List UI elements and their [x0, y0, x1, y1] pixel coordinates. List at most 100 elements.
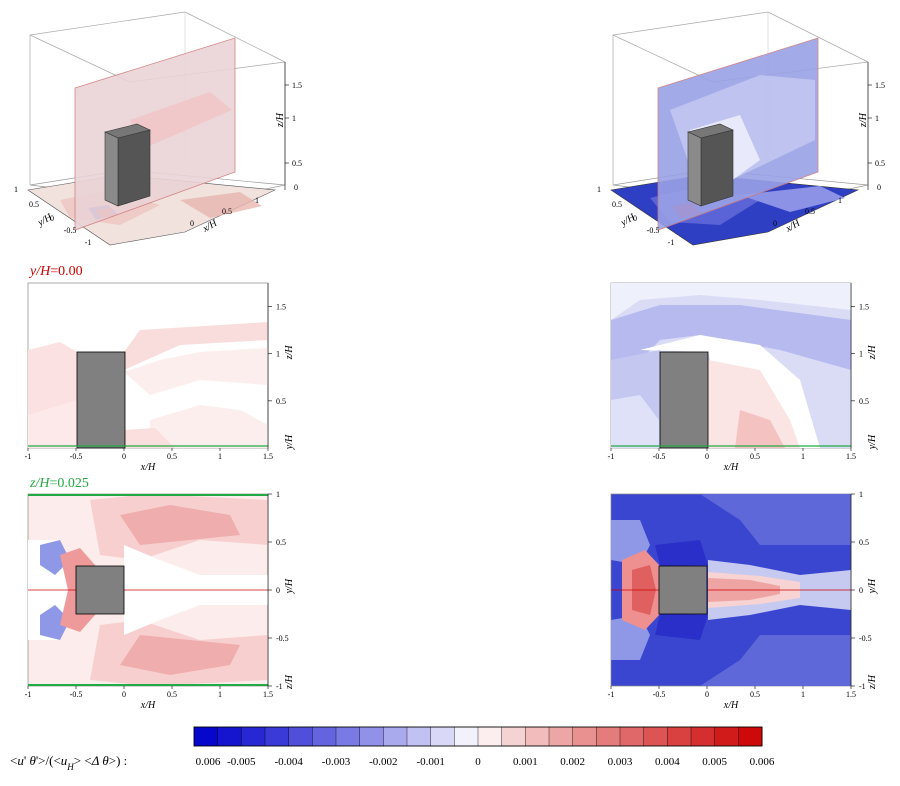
iso-z-tick-label: 0	[877, 183, 881, 192]
panel-xy-left	[27, 493, 269, 687]
iso-x-tick-label: 1	[838, 196, 842, 205]
y-tick-label: -1	[859, 682, 866, 691]
colorbar-cell	[477, 726, 503, 747]
x-axis-label: x/H	[723, 700, 739, 711]
iso-x-tick-label: 0.5	[222, 207, 232, 216]
z-axis-label: z/H	[867, 674, 878, 690]
colorbar-cell	[548, 726, 574, 747]
z-tick-label: 1.5	[276, 303, 286, 312]
x-tick-label: -0.5	[70, 452, 83, 461]
iso-x-tick-label: 1	[255, 196, 259, 205]
colorbar-cell	[454, 726, 479, 747]
y-axis-label: y/H	[867, 434, 878, 450]
x-axis-label: x/H	[723, 462, 739, 473]
building-plan	[658, 565, 708, 615]
x-tick-label: -1	[608, 690, 615, 699]
colorbar-cell	[359, 726, 384, 747]
colorbar: <u' θ'>/(<uH> <Δ θ>) : 0.006 -0.005 -0.004…	[10, 726, 775, 772]
iso-y-tick-label: -1	[85, 238, 92, 247]
colorbar-tick-label: 0.006	[750, 756, 775, 768]
x-axis-label: x/H	[140, 462, 156, 473]
iso-view-left	[27, 11, 286, 246]
iso-y-tick-label: 1	[597, 185, 601, 194]
colorbar-cell	[383, 726, 408, 747]
x-tick-label: 1	[801, 690, 805, 699]
y-tick-label: 0	[859, 586, 863, 595]
panel-axes-1: -1 -0.5 0 0.5 1 1.5 x/H 0.5 1 1.5 z/H y/H	[608, 283, 878, 473]
x-tick-label: 0.5	[167, 452, 177, 461]
iso-z-tick-label: 1.5	[875, 81, 885, 90]
y-tick-label: 1	[859, 490, 863, 499]
colorbar-cell	[690, 726, 716, 747]
colorbar-cell	[335, 726, 361, 747]
building-section	[659, 351, 709, 449]
colorbar-cell	[714, 726, 739, 747]
x-tick-label: 1.5	[846, 452, 856, 461]
z-tick-label: 0.5	[276, 397, 286, 406]
colorbar-label: <u' θ'>/(<uH> <Δ θ>) :	[10, 753, 127, 772]
colorbar-tick-label: 0.001	[513, 756, 538, 768]
building-section	[76, 351, 126, 449]
colorbar-tick-label: 0.003	[608, 756, 633, 768]
y-tick-label: 1	[276, 490, 280, 499]
colorbar-cell	[572, 726, 597, 747]
x-tick-label: 1	[218, 452, 222, 461]
colorbar-tick-label: 0.005	[702, 756, 727, 768]
x-tick-label: 0.5	[750, 690, 760, 699]
x-tick-label: 1.5	[263, 690, 273, 699]
colorbar-cell	[406, 726, 432, 747]
x-tick-label: -1	[25, 690, 32, 699]
iso-x-tick-label: 0	[190, 219, 194, 228]
iso-z-tick-label: 1	[292, 114, 296, 123]
z-axis-label: z/H	[284, 674, 295, 690]
iso-y-tick-label: -0.5	[647, 226, 660, 235]
iso-z-axis-label: z/H	[858, 112, 869, 128]
z-tick-label: 1	[276, 350, 280, 359]
x-tick-label: -0.5	[653, 690, 666, 699]
iso-y-tick-label: 0.5	[612, 200, 622, 209]
x-tick-label: 0	[705, 690, 709, 699]
panel-axes-3: -1 -0.5 0 0.5 1 1.5 x/H -1 -0.5 0 0.5 1 y/H z/H	[608, 490, 878, 711]
x-tick-label: 1.5	[263, 452, 273, 461]
x-tick-label: -1	[25, 452, 32, 461]
y-tick-label: -1	[276, 682, 283, 691]
colorbar-cell	[312, 726, 337, 747]
colorbar-cell	[217, 726, 242, 747]
iso-z-axis-label: z/H	[275, 112, 286, 128]
z-tick-label: 1.5	[859, 303, 869, 312]
iso-z-tick-label: 0	[294, 183, 298, 192]
z-tick-label: 1	[859, 350, 863, 359]
x-tick-label: 0	[122, 452, 126, 461]
iso-y-tick-label: 0	[633, 214, 637, 223]
x-tick-label: -0.5	[70, 690, 83, 699]
x-tick-label: 1	[801, 452, 805, 461]
colorbar-cell	[619, 726, 645, 747]
colorbar-tick-label: 0.006	[196, 756, 221, 768]
iso-z-tick-label: 1	[875, 114, 879, 123]
iso-x-tick-label: 0.5	[805, 207, 815, 216]
iso-y-tick-label: 1	[14, 185, 18, 194]
y-tick-label: -0.5	[276, 634, 289, 643]
colorbar-tick-label: -0.005	[227, 756, 256, 768]
z-tick-label: 0.5	[859, 397, 869, 406]
colorbar-cell	[501, 726, 526, 747]
y-axis-label: y/H	[284, 578, 295, 594]
iso-x-tick-label: 0	[773, 219, 777, 228]
y-axis-label: y/H	[284, 434, 295, 450]
iso-z-tick-label: 0.5	[292, 159, 302, 168]
panel-xy-right	[610, 493, 852, 687]
y-tick-label: 0.5	[859, 538, 869, 547]
colorbar-tick-label: -0.002	[369, 756, 397, 768]
colorbar-tick-label: 0.002	[560, 756, 585, 768]
colorbar-tick-label: -0.003	[322, 756, 351, 768]
colorbar-cell	[643, 726, 668, 747]
y-axis-label: y/H	[867, 578, 878, 594]
panel-axes-0: -1 -0.5 0 0.5 1 1.5 x/H 0.5 1 1.5 z/H y/H	[25, 283, 295, 473]
x-tick-label: 1	[218, 690, 222, 699]
colorbar-cell	[288, 726, 313, 747]
colorbar-cell	[667, 726, 692, 747]
x-tick-label: 0	[705, 452, 709, 461]
colorbar-cell	[430, 726, 455, 747]
iso-z-tick-label: 0.5	[875, 159, 885, 168]
